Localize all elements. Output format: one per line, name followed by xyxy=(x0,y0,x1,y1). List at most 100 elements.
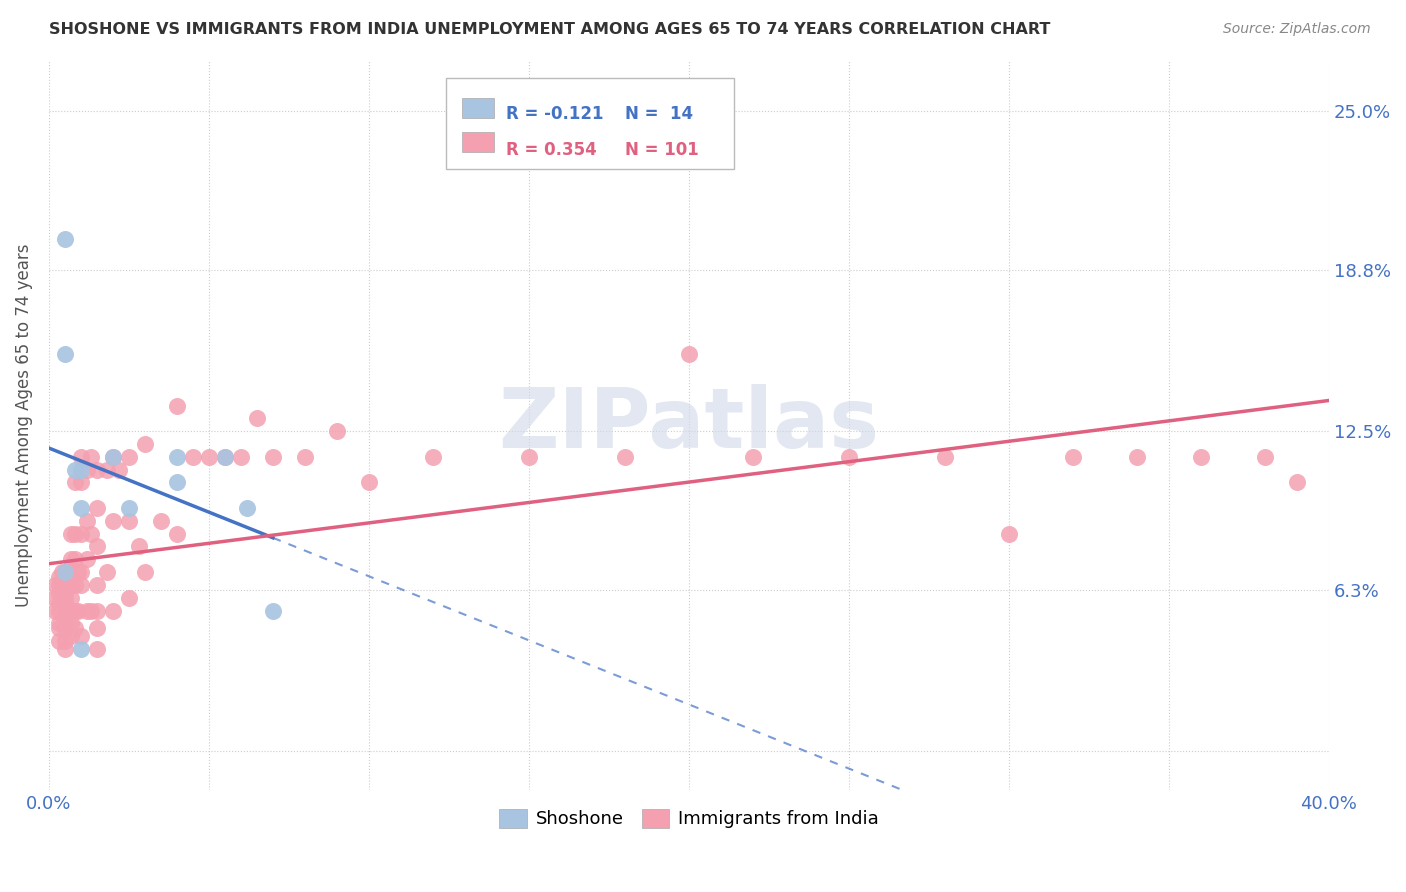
Point xyxy=(51,565,73,579)
Point xyxy=(998,526,1021,541)
Point xyxy=(70,462,93,476)
Point xyxy=(134,565,156,579)
Point xyxy=(60,629,83,643)
Point xyxy=(134,437,156,451)
Point xyxy=(70,501,93,516)
Point xyxy=(101,450,124,464)
Point xyxy=(742,450,765,464)
Point xyxy=(44,578,66,592)
Point xyxy=(181,450,204,464)
Point xyxy=(166,399,188,413)
Point xyxy=(70,526,93,541)
Point xyxy=(53,585,76,599)
Text: Source: ZipAtlas.com: Source: ZipAtlas.com xyxy=(1223,22,1371,37)
Point xyxy=(1254,450,1277,464)
Point xyxy=(357,475,380,490)
Point xyxy=(86,501,108,516)
Point xyxy=(53,578,76,592)
Point xyxy=(53,232,76,246)
Point xyxy=(101,603,124,617)
Point xyxy=(149,514,172,528)
Point xyxy=(96,462,118,476)
Point xyxy=(60,578,83,592)
Point xyxy=(66,565,89,579)
Point xyxy=(53,347,76,361)
Point xyxy=(838,450,860,464)
Point xyxy=(60,603,83,617)
Point xyxy=(76,462,98,476)
Point xyxy=(51,578,73,592)
Point xyxy=(214,450,236,464)
Point xyxy=(44,603,66,617)
Text: R = 0.354: R = 0.354 xyxy=(506,142,596,160)
Point xyxy=(214,450,236,464)
Point xyxy=(1285,475,1308,490)
Point xyxy=(56,578,79,592)
Point xyxy=(63,603,86,617)
Legend: Shoshone, Immigrants from India: Shoshone, Immigrants from India xyxy=(492,802,886,836)
Point xyxy=(60,591,83,605)
FancyBboxPatch shape xyxy=(446,78,734,169)
Point xyxy=(53,565,76,579)
Point xyxy=(79,450,101,464)
Point xyxy=(1189,450,1212,464)
Point xyxy=(118,501,141,516)
Point xyxy=(166,450,188,464)
Point xyxy=(53,596,76,610)
Point xyxy=(517,450,540,464)
Point xyxy=(53,634,76,648)
Point xyxy=(934,450,956,464)
Point xyxy=(86,578,108,592)
Point xyxy=(128,540,150,554)
Point xyxy=(60,570,83,584)
Bar xyxy=(463,132,495,153)
Point xyxy=(76,514,98,528)
Point xyxy=(166,475,188,490)
Point xyxy=(48,585,70,599)
Point xyxy=(96,565,118,579)
Point xyxy=(48,570,70,584)
Point xyxy=(262,450,284,464)
Point xyxy=(101,450,124,464)
Y-axis label: Unemployment Among Ages 65 to 74 years: Unemployment Among Ages 65 to 74 years xyxy=(15,243,32,607)
Point xyxy=(63,462,86,476)
Point xyxy=(63,578,86,592)
Point xyxy=(422,450,444,464)
Text: N =  14: N = 14 xyxy=(624,105,693,123)
Point xyxy=(63,552,86,566)
Point xyxy=(118,591,141,605)
Point xyxy=(48,603,70,617)
Text: R = -0.121: R = -0.121 xyxy=(506,105,603,123)
Point xyxy=(70,642,93,657)
Point xyxy=(70,565,93,579)
Bar xyxy=(463,97,495,118)
Point xyxy=(294,450,316,464)
Point xyxy=(53,622,76,636)
Text: N = 101: N = 101 xyxy=(624,142,699,160)
Point xyxy=(51,591,73,605)
Point xyxy=(79,603,101,617)
Point xyxy=(86,642,108,657)
Point xyxy=(60,526,83,541)
Point xyxy=(70,578,93,592)
Point xyxy=(1062,450,1084,464)
Point xyxy=(53,603,76,617)
Point xyxy=(86,622,108,636)
Point xyxy=(53,578,76,592)
Point xyxy=(678,347,700,361)
Point xyxy=(53,642,76,657)
Point xyxy=(229,450,252,464)
Point xyxy=(63,475,86,490)
Point xyxy=(101,514,124,528)
Point xyxy=(86,462,108,476)
Point xyxy=(76,603,98,617)
Point xyxy=(53,611,76,625)
Point xyxy=(53,565,76,579)
Point xyxy=(48,634,70,648)
Point xyxy=(118,450,141,464)
Point xyxy=(48,616,70,631)
Point xyxy=(66,603,89,617)
Point xyxy=(76,552,98,566)
Point xyxy=(86,540,108,554)
Point xyxy=(48,596,70,610)
